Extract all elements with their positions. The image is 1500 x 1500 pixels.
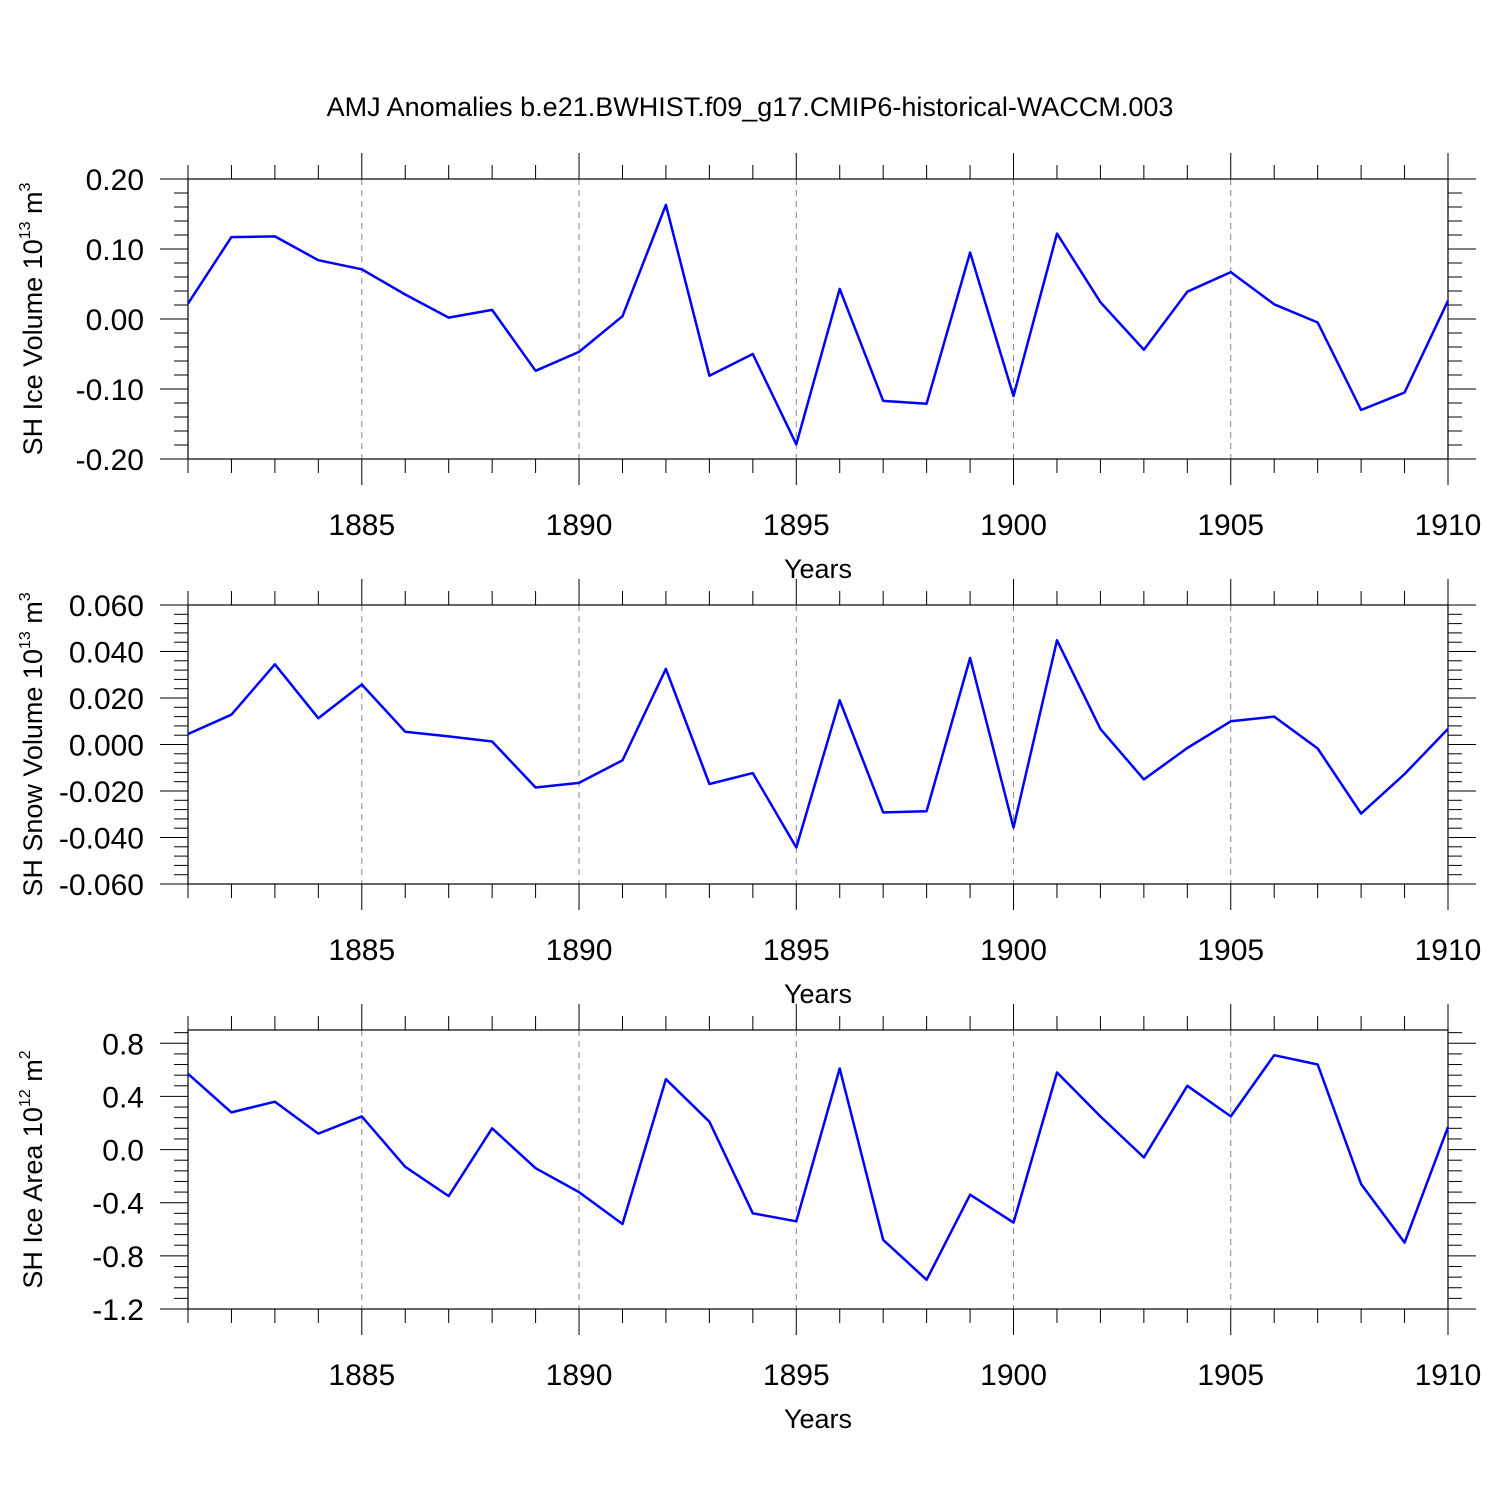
panel-ice-volume: -0.20 -0.10 0.00 0.10 0.20 1885 1890 1895 1900 19… bbox=[17, 153, 1481, 584]
x-tick-label: 1900 bbox=[980, 509, 1047, 542]
series-line-ice-area bbox=[187, 1053, 1450, 1282]
y-tick-label: 0.020 bbox=[69, 683, 144, 716]
x-tick-label: 1910 bbox=[1415, 1359, 1482, 1392]
x-axis-label: Years bbox=[784, 1404, 852, 1434]
x-axis-label: Years bbox=[784, 979, 852, 1009]
y-tick-label: -0.020 bbox=[59, 776, 144, 809]
x-axis-label: Years bbox=[784, 554, 852, 584]
x-tick-label: 1885 bbox=[328, 1359, 395, 1392]
y-tick-label: -0.060 bbox=[59, 869, 144, 902]
y-tick-label: 0.00 bbox=[86, 304, 144, 337]
x-tick-label: 1910 bbox=[1415, 934, 1482, 967]
y-tick-label: 0.8 bbox=[102, 1028, 144, 1061]
y-tick-label: -0.10 bbox=[76, 374, 144, 407]
x-tick-label: 1895 bbox=[763, 509, 830, 542]
x-tick-label: 1910 bbox=[1415, 509, 1482, 542]
x-tick-label: 1885 bbox=[328, 509, 395, 542]
y-tick-label: 0.20 bbox=[86, 164, 144, 197]
panel-ice-area: -1.2 -0.8 -0.4 0.0 0.4 0.8 1885 1890 1895 1900 190… bbox=[17, 1004, 1481, 1434]
x-tick-label: 1890 bbox=[546, 1359, 613, 1392]
panels: -0.20 -0.10 0.00 0.10 0.20 1885 1890 1895 1900 19… bbox=[17, 153, 1481, 1434]
y-tick-label: -1.2 bbox=[92, 1294, 144, 1327]
plot-frame bbox=[187, 1029, 1449, 1310]
x-tick-label: 1905 bbox=[1197, 1359, 1264, 1392]
y-axis-label: SH Snow Volume 1013 m3 bbox=[17, 592, 48, 896]
series-line-snow-volume bbox=[187, 639, 1449, 849]
y-axis-label: SH Ice Volume 1013 m3 bbox=[17, 182, 48, 455]
y-tick-label: -0.040 bbox=[59, 823, 144, 856]
y-tick-label: 0.10 bbox=[86, 234, 144, 267]
y-tick-label: 0.000 bbox=[69, 730, 144, 763]
series-line-ice-volume bbox=[186, 203, 1450, 446]
y-tick-label: 0.040 bbox=[69, 637, 144, 670]
x-tick-label: 1905 bbox=[1197, 934, 1264, 967]
x-tick-label: 1895 bbox=[763, 1359, 830, 1392]
y-tick-label: 0.0 bbox=[102, 1135, 144, 1168]
panel-snow-volume: -0.060 -0.040 -0.020 0.000 0.020 0.040 0.060 18… bbox=[17, 579, 1481, 1009]
y-tick-label: 0.060 bbox=[69, 590, 144, 623]
plot-frame bbox=[187, 178, 1449, 460]
x-tick-label: 1890 bbox=[546, 509, 613, 542]
y-tick-label: -0.20 bbox=[76, 444, 144, 477]
x-tick-label: 1900 bbox=[980, 1359, 1047, 1392]
x-tick-label: 1890 bbox=[546, 934, 613, 967]
plot-frame bbox=[187, 604, 1449, 885]
x-tick-label: 1885 bbox=[328, 934, 395, 967]
y-tick-label: -0.4 bbox=[92, 1188, 144, 1221]
y-tick-label: 0.4 bbox=[102, 1081, 144, 1114]
figure-title: AMJ Anomalies b.e21.BWHIST.f09_g17.CMIP6… bbox=[327, 92, 1174, 122]
x-tick-label: 1895 bbox=[763, 934, 830, 967]
x-tick-label: 1900 bbox=[980, 934, 1047, 967]
x-tick-label: 1905 bbox=[1197, 509, 1264, 542]
y-tick-label: -0.8 bbox=[92, 1241, 144, 1274]
y-axis-label: SH Ice Area 1012 m2 bbox=[17, 1050, 48, 1288]
